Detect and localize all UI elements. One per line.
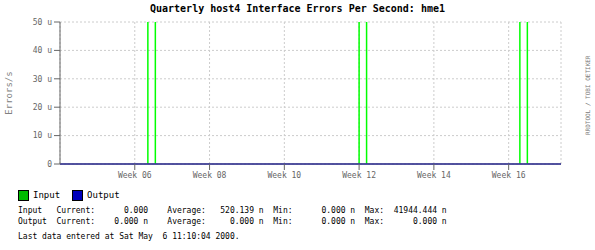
svg-text:Week 16: Week 16 xyxy=(492,171,526,180)
html-text:Output: Output xyxy=(87,190,120,200)
html-text:Input: Input xyxy=(33,190,61,200)
svg-text:50 u: 50 u xyxy=(33,18,52,27)
svg-text:30 u: 30 u xyxy=(33,75,52,84)
svg-text:10 u: 10 u xyxy=(33,131,52,140)
html-text:Quarterly host4 Interface Erro: Quarterly host4 Interface Errors Per Sec… xyxy=(150,3,445,14)
svg-text:20 u: 20 u xyxy=(33,103,52,112)
svg-text:Week 06: Week 06 xyxy=(118,171,152,180)
svg-text:0: 0 xyxy=(47,160,52,169)
svg-text:Week 14: Week 14 xyxy=(417,171,451,180)
svg-text:Week 10: Week 10 xyxy=(267,171,301,180)
html-text:Output Current: 0.000 n Averag: Output Current: 0.000 n Average: 0.000 n… xyxy=(18,217,447,226)
svg-text:40 u: 40 u xyxy=(33,46,52,55)
svg-text:Week 08: Week 08 xyxy=(193,171,227,180)
svg-text:Errors/s: Errors/s xyxy=(4,71,14,114)
html-text:Input Current: 0.000 Average:: Input Current: 0.000 Average: 520.139 n … xyxy=(18,206,447,215)
svg-text:Week 12: Week 12 xyxy=(342,171,376,180)
html-text:Last data entered at Sat May 6: Last data entered at Sat May 6 11:10:04 … xyxy=(18,232,240,241)
html-text:RRDTOOL / TOBI OETIKER: RRDTOOL / TOBI OETIKER xyxy=(584,55,591,135)
